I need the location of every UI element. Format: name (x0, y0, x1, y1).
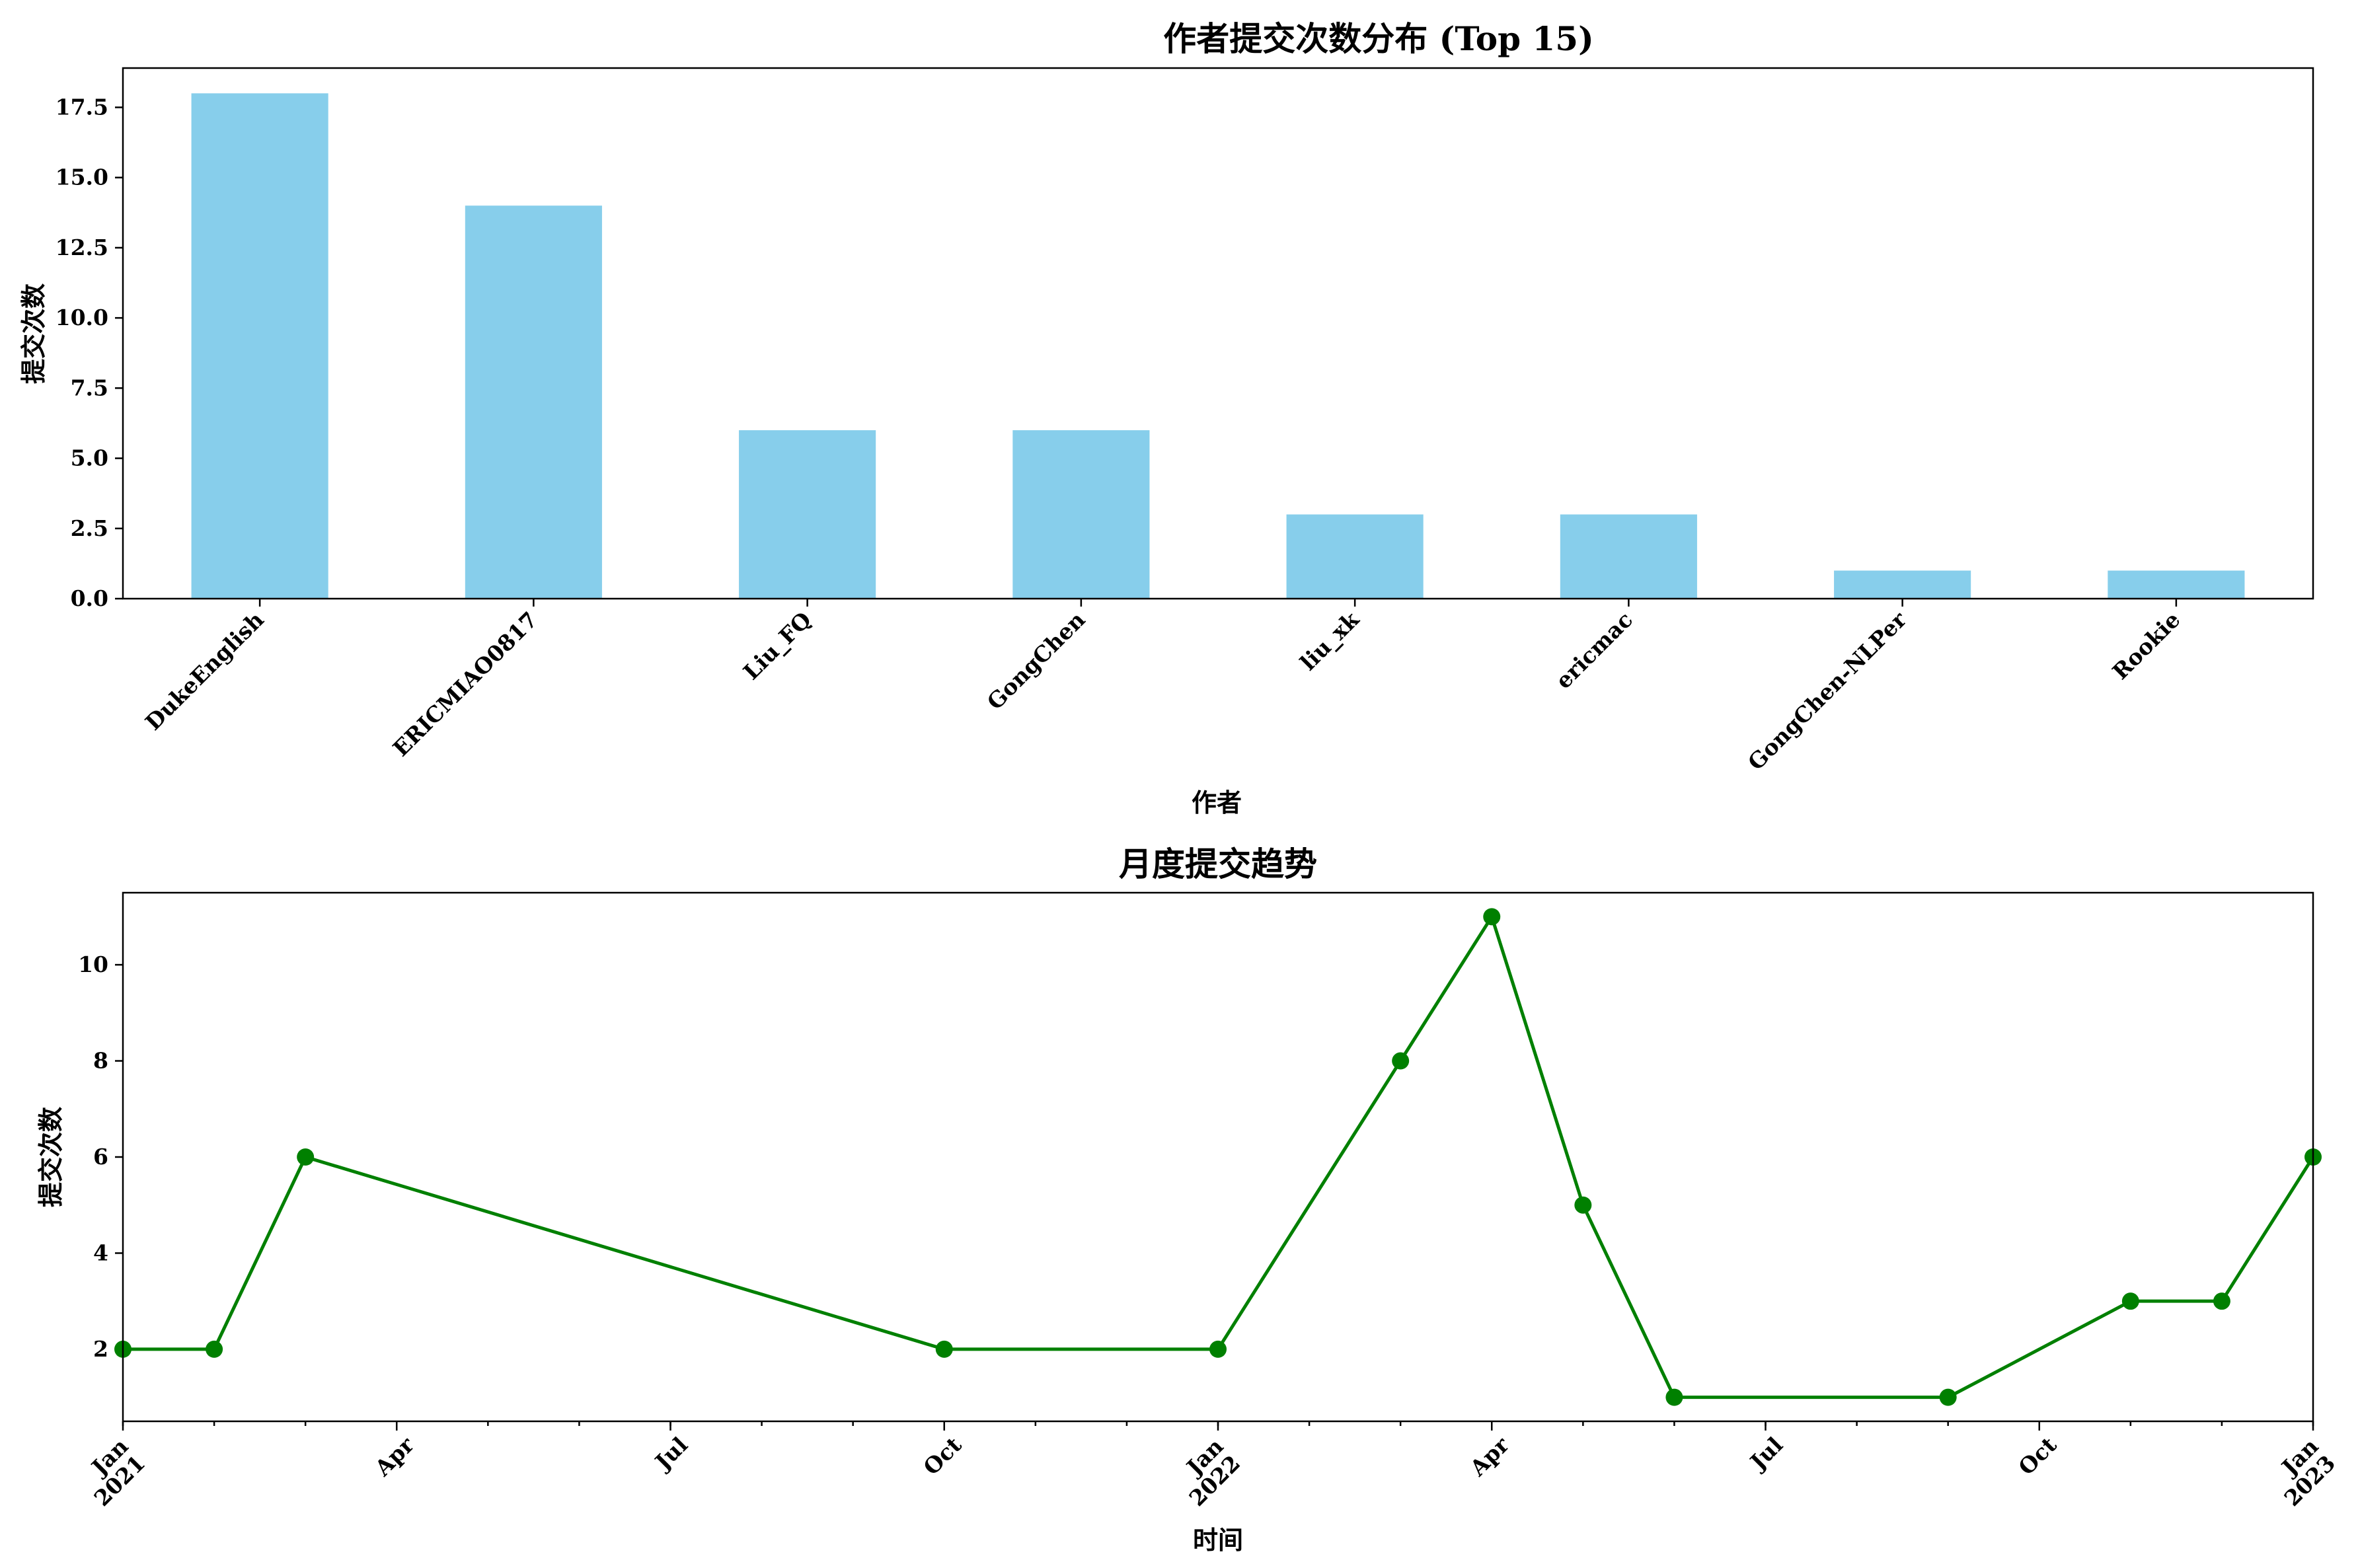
bar-y-tick-label: 7.5 (71, 375, 108, 400)
bar-y-tick-label: 17.5 (56, 94, 108, 120)
bar-Rookie (2108, 570, 2245, 599)
line-chart-title: 月度提交趋势 (1119, 844, 1317, 883)
bar-DukeEnglish (191, 93, 328, 599)
bar-y-tick-label: 12.5 (56, 235, 108, 260)
bar-chart-title: 作者提交次数分布 (Top 15) (1163, 19, 1594, 58)
line-y-tick-label: 10 (78, 952, 108, 977)
line-point-2021-02 (206, 1340, 223, 1358)
line-y-tick-label: 6 (93, 1144, 108, 1170)
bar-y-tick-label: 0.0 (71, 585, 108, 611)
bar-GongChen (1012, 430, 1150, 599)
bar-ERICMIAO0817 (465, 205, 602, 599)
line-y-tick-label: 4 (93, 1240, 108, 1265)
bar-y-tick-label: 2.5 (71, 515, 108, 541)
line-y-tick-label: 8 (93, 1048, 108, 1074)
bar-Liu_FQ (739, 430, 876, 599)
bar-x-axis-label: 作者 (1192, 788, 1242, 817)
line-point-2022-01 (1209, 1340, 1227, 1358)
line-y-axis-label: 提交次数 (36, 1107, 65, 1207)
bar-liu_xk (1286, 514, 1424, 599)
line-point-2022-03 (1392, 1052, 1410, 1070)
bar-y-tick-label: 15.0 (56, 165, 108, 190)
line-series (114, 908, 2322, 1406)
line-x-axis-label: 时间 (1193, 1525, 1243, 1555)
line-point-2022-12 (2213, 1292, 2230, 1310)
line-point-2022-09 (1939, 1388, 1957, 1406)
line-y-tick-label: 2 (93, 1336, 108, 1362)
line-point-2021-03 (297, 1148, 315, 1166)
bar-GongChen-NLPer (1834, 570, 1971, 599)
line-point-2022-06 (1665, 1388, 1683, 1406)
bar-y-axis-label: 提交次数 (19, 283, 48, 384)
bar-series (191, 93, 2245, 599)
line-plot-frame (122, 891, 2314, 1423)
bar-y-tick-label: 5.0 (71, 445, 108, 471)
bar-y-ticks: 0.0 2.5 5.0 7.5 10.0 12.5 15.0 17.5 (56, 94, 123, 611)
line-point-2021-10 (935, 1340, 953, 1358)
line-y-ticks: 2 4 6 8 10 (78, 952, 123, 1362)
line-point-2022-04 (1483, 908, 1501, 926)
line-point-2022-11 (2121, 1292, 2139, 1310)
bar-plot-frame (122, 67, 2314, 600)
bar-y-tick-label: 10.0 (56, 305, 108, 330)
bar-ericmac (1560, 514, 1697, 599)
line-point-2022-05 (1574, 1196, 1592, 1214)
